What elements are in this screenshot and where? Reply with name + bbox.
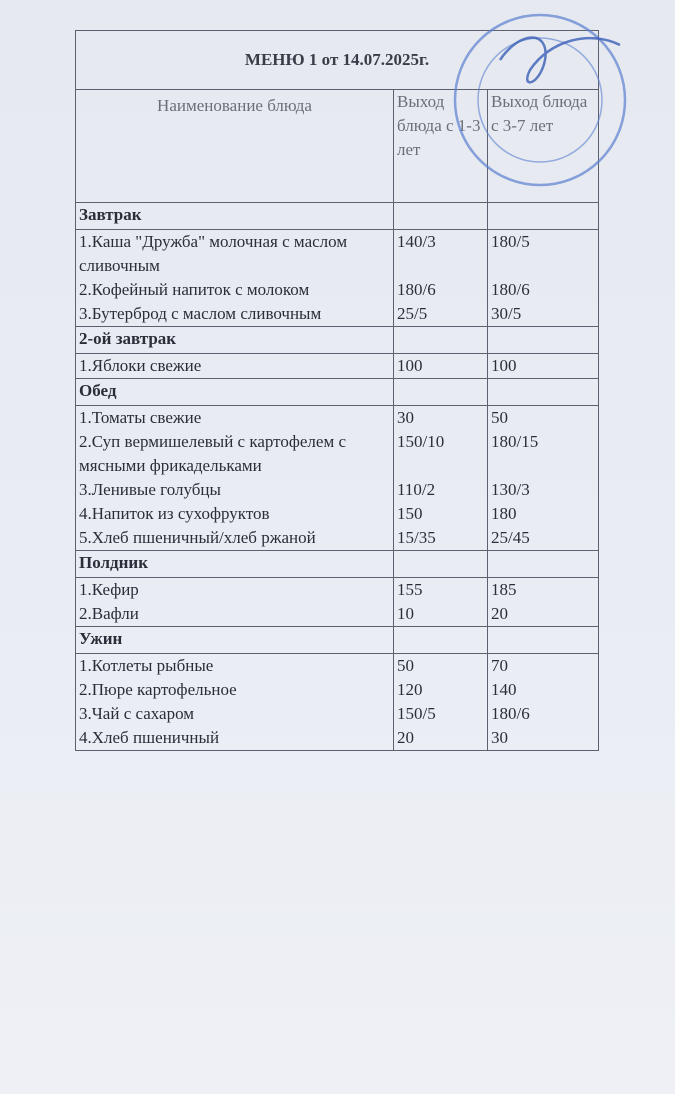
portion-cell: 50 180/15 130/3 180 25/45 [486,405,600,551]
section-title: 2-ой завтрак [75,326,394,354]
portion-cell: 180/5 180/6 30/5 [486,229,600,327]
portion-cell: 155 10 [393,577,488,627]
portion-cell: 100 [486,353,600,379]
menu-document: МЕНЮ 1 от 14.07.2025г. Наименование блюд… [74,30,600,751]
items-row: 1.Котлеты рыбные 2.Пюре картофельное 3.Чай… [75,653,600,751]
portion-1-3: 100 [397,356,423,375]
dish-name: 1.Яблоки свежие [79,356,202,375]
portion-3-7: 180/6 [491,704,530,723]
portion-3-7: 30 [491,728,508,747]
portion-3-7: 130/3 [491,480,530,499]
column-header-age-3-7: Выход блюда с 3-7 лет [486,89,600,203]
portion-3-7: 50 [491,408,508,427]
portion-cell: 50 120 150/5 20 [393,653,488,751]
dish-name: 2.Вафли [79,604,139,623]
section-row: Ужин [75,626,600,654]
items-row: 1.Яблоки свежие 100 100 [75,353,600,379]
portion-3-7: 185 [491,580,517,599]
dish-names-cell: 1.Каша "Дружба" молочная с маслом сливоч… [75,229,394,327]
section-title: Обед [75,378,394,406]
portion-3-7: 30/5 [491,304,522,323]
portion-1-3: 25/5 [397,304,428,323]
dish-name: 2.Суп вермишелевый с картофелем с мясным… [79,432,347,475]
dish-name: 1.Кефир [79,580,139,599]
portion-1-3: 30 [397,408,414,427]
portion-3-7: 180 [491,504,517,523]
portion-1-3: 180/6 [397,280,436,299]
portion-1-3: 50 [397,656,414,675]
portion-1-3: 150/10 [397,432,445,451]
dish-name: 3.Чай с сахаром [79,704,195,723]
items-row: 1.Кефир 2.Вафли 155 10 185 20 [75,577,600,627]
portion-cell: 140/3 180/6 25/5 [393,229,488,327]
dish-name: 1.Котлеты рыбные [79,656,214,675]
dish-name: 3.Бутерброд с маслом сливочным [79,304,322,323]
portion-1-3: 110/2 [397,480,436,499]
portion-1-3: 150 [397,504,423,523]
section-title: Завтрак [75,202,394,230]
portion-3-7: 180/5 [491,232,530,251]
portion-1-3: 150/5 [397,704,436,723]
menu-table: МЕНЮ 1 от 14.07.2025г. Наименование блюд… [74,30,600,751]
dish-name: 3.Ленивые голубцы [79,480,221,499]
portion-cell: 100 [393,353,488,379]
section-row: Завтрак [75,202,600,230]
portion-3-7: 25/45 [491,528,530,547]
dish-name: 2.Кофейный напиток с молоком [79,280,310,299]
dish-name: 4.Напиток из сухофруктов [79,504,270,523]
dish-name: 1.Томаты свежие [79,408,202,427]
items-row: 1.Каша "Дружба" молочная с маслом сливоч… [75,229,600,327]
portion-1-3: 120 [397,680,423,699]
page-title: МЕНЮ 1 от 14.07.2025г. [74,30,600,90]
dish-names-cell: 1.Кефир 2.Вафли [75,577,394,627]
section-row: Обед [75,378,600,406]
section-title: Полдник [75,550,394,578]
portion-1-3: 10 [397,604,414,623]
portion-1-3: 15/35 [397,528,436,547]
section-title: Ужин [75,626,394,654]
portion-3-7: 140 [491,680,517,699]
dish-name: 4.Хлеб пшеничный [79,728,220,747]
portion-3-7: 70 [491,656,508,675]
portion-1-3: 140/3 [397,232,436,251]
portion-3-7: 20 [491,604,508,623]
column-header-age-1-3: Выход блюда с 1-3 лет [393,89,488,203]
dish-names-cell: 1.Томаты свежие 2.Суп вермишелевый с карт… [75,405,394,551]
dish-name: 2.Пюре картофельное [79,680,237,699]
section-row: 2-ой завтрак [75,326,600,354]
portion-cell: 185 20 [486,577,600,627]
portion-cell: 30 150/10 110/2 150 15/35 [393,405,488,551]
portion-1-3: 20 [397,728,414,747]
portion-cell: 70 140 180/6 30 [486,653,600,751]
portion-3-7: 180/15 [491,432,539,451]
dish-name: 1.Каша "Дружба" молочная с маслом сливоч… [79,232,348,275]
column-header-name: Наименование блюда [75,89,394,203]
dish-names-cell: 1.Котлеты рыбные 2.Пюре картофельное 3.Чай… [75,653,394,751]
dish-names-cell: 1.Яблоки свежие [75,353,394,379]
section-row: Полдник [75,550,600,578]
portion-1-3: 155 [397,580,423,599]
portion-3-7: 100 [491,356,517,375]
portion-3-7: 180/6 [491,280,530,299]
items-row: 1.Томаты свежие 2.Суп вермишелевый с карт… [75,405,600,551]
dish-name: 5.Хлеб пшеничный/хлеб ржаной [79,528,316,547]
